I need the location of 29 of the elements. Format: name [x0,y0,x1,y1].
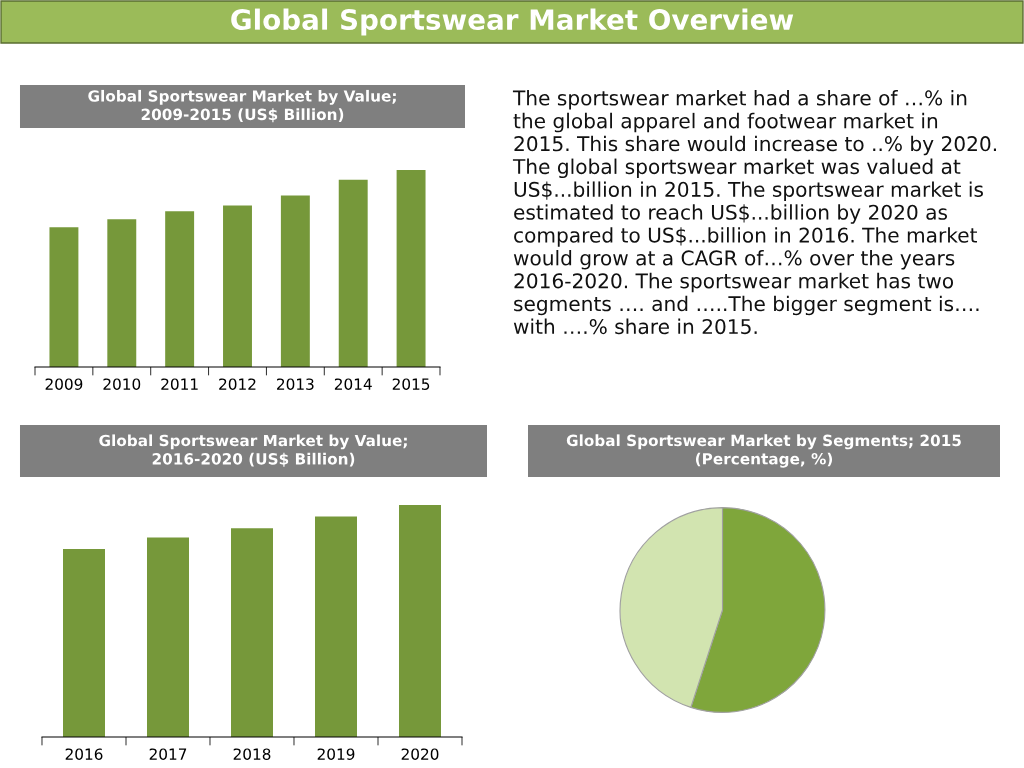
bar [107,219,137,367]
bar [396,170,426,367]
x-tick-label: 2011 [161,378,198,390]
x-tick-label: 2013 [277,378,314,390]
bar [49,227,79,367]
x-tick-label: 2012 [219,378,256,390]
bar [338,179,368,367]
x-tick-label: 2019 [317,748,355,760]
chart-title: Global Sportswear Market by Value; 2016-2020 (US$ Billion) [99,434,407,467]
bar [315,516,357,737]
x-tick-label: 2010 [103,378,141,390]
bar [399,505,441,737]
bar [63,549,105,737]
x-tick-label: 2015 [392,378,430,390]
x-tick-label: 2016 [65,748,103,760]
bar [280,195,310,367]
bar [165,211,195,367]
text: Global Sportswear Market Overview [231,8,794,36]
text: The sportswear market had a share of …% in the global apparel and footwear market in 2015. This share would increase to ..% by 2020. The global sportswear market was valued at US$...billion in 2015. The sportswear market is estimated to reach US$...billion by 2020 as compared to US$...billion in 2016. The market would grow at a CAGR of…% over the years 2016-2020. The sportswear market has two segments …. and …..The bigger segment is…. with ….% share in 2015. [512,90,996,335]
chart-title: Global Sportswear Market by Segments; 2015 (Percentage, %) [566,434,961,468]
x-tick-label: 2009 [45,378,83,390]
bar [223,205,252,367]
x-tick-label: 2014 [334,378,372,390]
x-tick-label: 2020 [401,748,439,760]
x-tick-label: 2017 [149,748,187,760]
bar [147,537,189,737]
bar [231,528,273,737]
chart-title: Global Sportswear Market by Value; 2009-2015 (US$ Billion) [88,89,396,123]
x-tick-label: 2018 [233,748,271,760]
